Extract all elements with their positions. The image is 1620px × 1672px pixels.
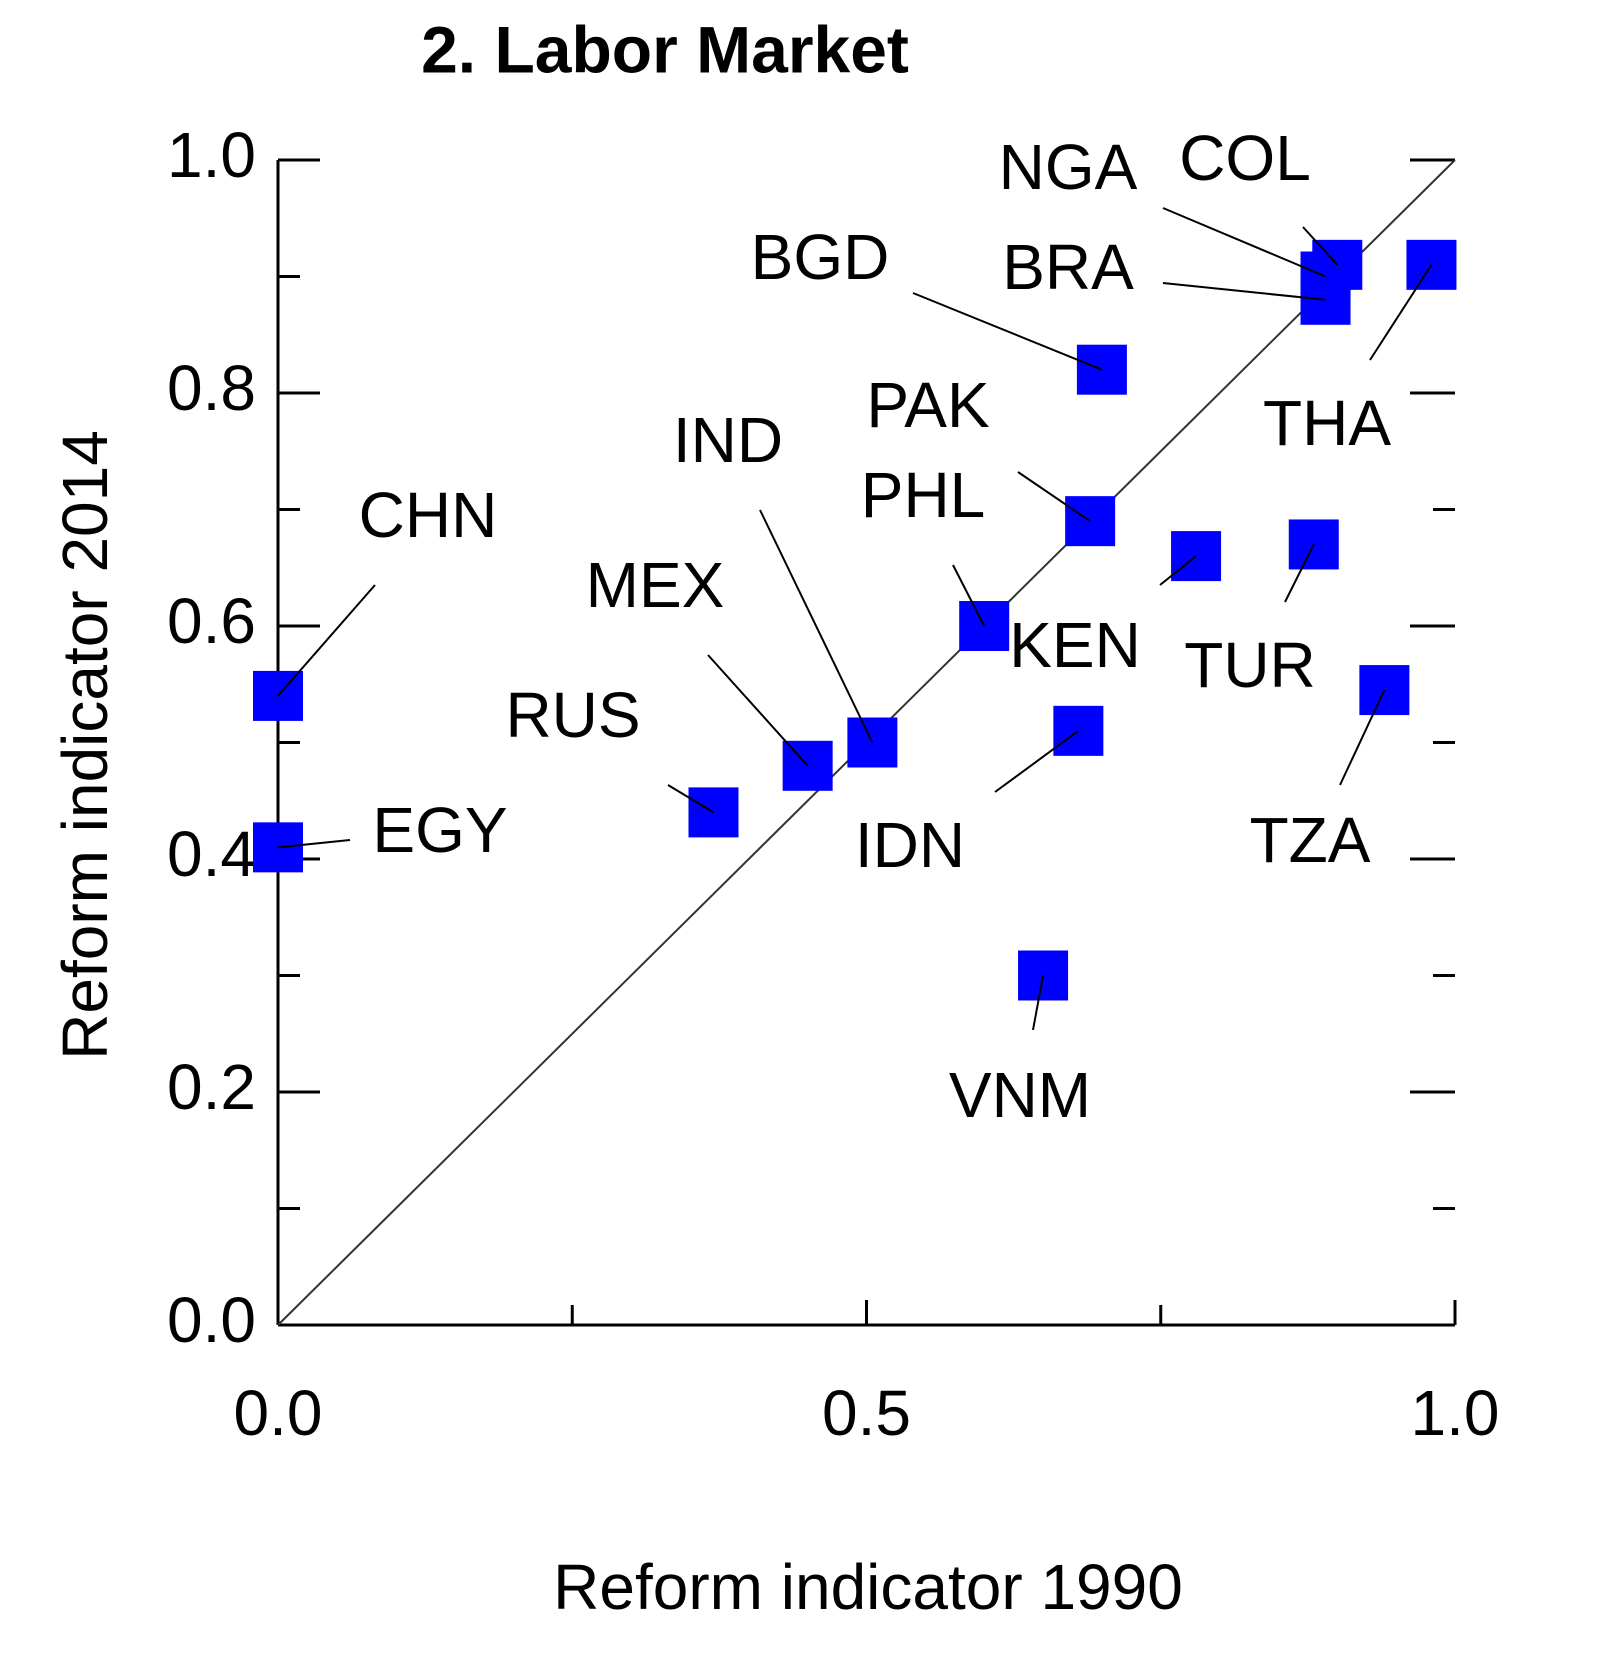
- x-tick-label: 0.0: [234, 1377, 323, 1449]
- point-label: EGY: [372, 794, 507, 866]
- point-label: TUR: [1184, 629, 1316, 701]
- leader-line: [1302, 226, 1339, 266]
- leader-line: [1032, 975, 1045, 1031]
- point-label: PAK: [866, 369, 989, 441]
- leader-line: [994, 730, 1079, 793]
- y-tick-label: 0.6: [167, 585, 256, 657]
- point-label: THA: [1263, 387, 1391, 459]
- leader-line: [667, 784, 715, 814]
- leader-line: [1369, 264, 1433, 361]
- point-label: CHN: [359, 479, 498, 551]
- point-label: IDN: [855, 809, 965, 881]
- point-label: MEX: [586, 549, 725, 621]
- leader-line: [707, 654, 809, 767]
- y-tick-label: 1.0: [167, 119, 256, 191]
- y-tick-label: 0.8: [167, 352, 256, 424]
- y-tick-label: 0.2: [167, 1051, 256, 1123]
- point-label: BRA: [1002, 231, 1134, 303]
- x-tick-label: 1.0: [1411, 1377, 1500, 1449]
- y-tick-label: 0.4: [167, 818, 256, 890]
- point-label: NGA: [999, 131, 1138, 203]
- leader-line: [277, 584, 376, 697]
- point-label: TZA: [1250, 804, 1371, 876]
- leader-line: [1159, 555, 1197, 586]
- leader-line: [952, 564, 986, 627]
- point-label: RUS: [505, 679, 640, 751]
- leader-line: [1284, 544, 1315, 603]
- point-label: KEN: [1009, 609, 1141, 681]
- leader-line: [1162, 282, 1326, 301]
- point-label: COL: [1179, 122, 1311, 194]
- point-label: VNM: [949, 1059, 1091, 1131]
- x-tick-label: 0.5: [822, 1377, 911, 1449]
- leader-line: [912, 292, 1103, 371]
- leader-line: [1162, 207, 1326, 278]
- leader-line: [1339, 689, 1386, 786]
- leader-line: [1017, 471, 1091, 522]
- point-label: PHL: [861, 459, 986, 531]
- leader-line: [759, 509, 874, 743]
- point-label: BGD: [751, 221, 890, 293]
- y-tick-label: 0.0: [167, 1284, 256, 1356]
- x-axis-label: Reform indicator 1990: [553, 1551, 1183, 1623]
- y-axis-label: Reform indicator 2014: [49, 430, 121, 1060]
- point-label: IND: [673, 404, 783, 476]
- chart-title: 2. Labor Market: [421, 12, 909, 86]
- leader-line: [277, 839, 351, 849]
